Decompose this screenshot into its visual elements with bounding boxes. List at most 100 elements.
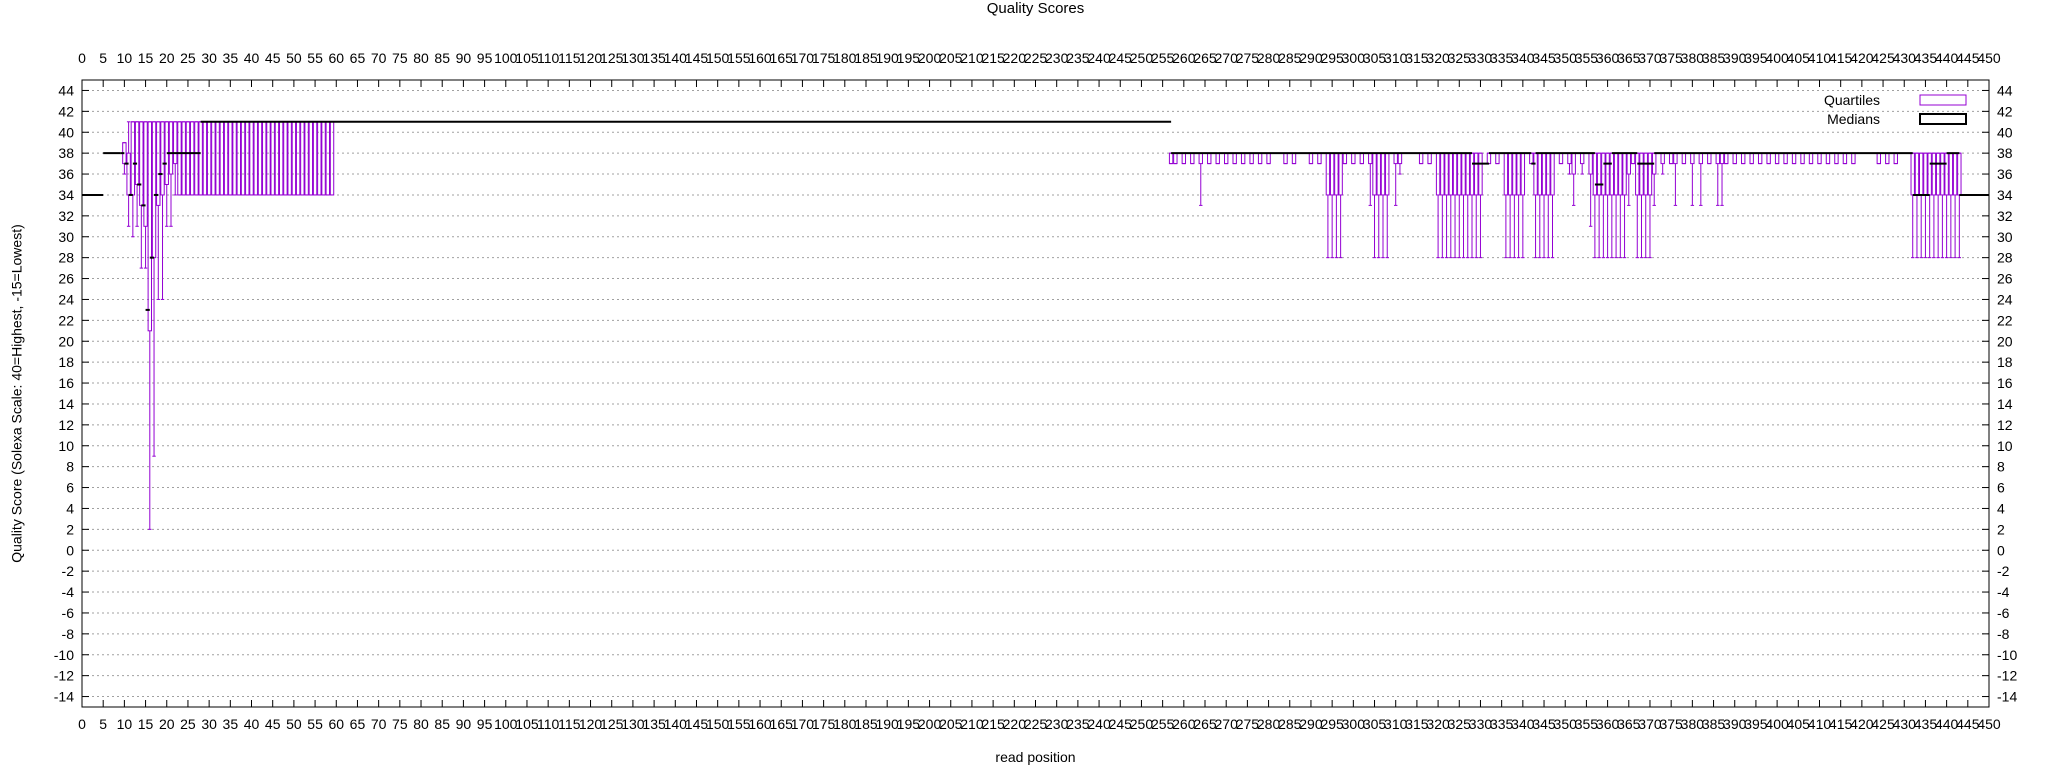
- box-body: [266, 121, 271, 196]
- box-body: [1885, 152, 1890, 165]
- x-tick-label-top: 75: [392, 50, 408, 66]
- quartile-box: [1952, 152, 1958, 259]
- quartile-box: [1609, 152, 1615, 259]
- box-body: [143, 121, 148, 227]
- quartile-box: [1325, 152, 1331, 259]
- quartile-box: [1931, 152, 1937, 259]
- quartile-box: [1474, 152, 1479, 259]
- quartile-box: [325, 121, 330, 196]
- box-body: [1757, 152, 1763, 165]
- quartile-box: [1376, 152, 1381, 259]
- x-tick-label-bottom: 440: [1935, 716, 1959, 732]
- box-body: [321, 121, 326, 196]
- box-body: [1681, 152, 1687, 165]
- quartile-box: [211, 121, 216, 196]
- x-tick-label-top: 445: [1956, 50, 1980, 66]
- x-tick-label-top: 90: [456, 50, 472, 66]
- quartile-box: [1635, 152, 1640, 259]
- y-tick-label-left: 40: [58, 124, 74, 140]
- y-tick-label-right: 32: [1997, 208, 2013, 224]
- x-tick-label-bottom: 370: [1638, 716, 1662, 732]
- x-tick-label-bottom: 10: [117, 716, 133, 732]
- legend-label-medians: Medians: [1827, 111, 1880, 127]
- x-tick-label-bottom: 100: [494, 716, 518, 732]
- quartile-box: [1757, 152, 1763, 165]
- box-body: [287, 121, 292, 196]
- y-tick-label-left: -8: [62, 626, 75, 642]
- x-tick-label-bottom: 35: [223, 716, 239, 732]
- x-tick-label-top: 220: [1003, 50, 1027, 66]
- box-body: [1558, 152, 1564, 165]
- quartile-box: [1647, 152, 1653, 259]
- quartile-box: [1537, 152, 1542, 259]
- x-tick-label-top: 315: [1405, 50, 1429, 66]
- quartile-box: [1461, 152, 1466, 259]
- quartile-box: [1198, 152, 1203, 206]
- x-tick-label-top: 325: [1448, 50, 1472, 66]
- x-tick-label-top: 30: [201, 50, 217, 66]
- box-body: [219, 121, 225, 196]
- x-tick-label-top: 430: [1893, 50, 1917, 66]
- box-body: [240, 121, 246, 196]
- quartile-box: [300, 121, 305, 196]
- x-tick-label-top: 195: [897, 50, 921, 66]
- box-body: [173, 121, 178, 165]
- x-tick-label-bottom: 285: [1278, 716, 1302, 732]
- y-tick-label-right: -8: [1997, 626, 2010, 642]
- box-body: [168, 121, 174, 175]
- quartile-box: [1825, 152, 1831, 165]
- y-tick-label-right: -12: [1997, 668, 2017, 684]
- quartile-box: [1503, 152, 1509, 259]
- quartile-box: [1851, 152, 1856, 165]
- y-tick-label-left: 36: [58, 166, 74, 182]
- x-tick-label-top: 250: [1130, 50, 1154, 66]
- x-tick-label-bottom: 345: [1532, 716, 1556, 732]
- x-tick-label-top: 350: [1554, 50, 1578, 66]
- box-body: [304, 121, 309, 196]
- quartile-box: [1291, 152, 1297, 165]
- box-body: [130, 121, 136, 196]
- x-tick-label-top: 100: [494, 50, 518, 66]
- y-tick-label-right: 34: [1997, 187, 2013, 203]
- y-tick-label-right: 44: [1997, 82, 2013, 98]
- box-body: [1478, 152, 1483, 196]
- quartile-box: [1444, 152, 1449, 259]
- quartile-box: [1957, 152, 1962, 259]
- box-body: [1791, 152, 1797, 165]
- box-body: [1935, 152, 1941, 196]
- quartile-box: [1283, 152, 1288, 165]
- x-tick-label-top: 310: [1384, 50, 1408, 66]
- quartile-box: [1618, 152, 1623, 259]
- x-tick-label-bottom: 60: [328, 716, 344, 732]
- box-body: [1842, 152, 1848, 165]
- y-tick-label-right: 18: [1997, 354, 2013, 370]
- x-tick-label-bottom: 360: [1596, 716, 1620, 732]
- quartile-box: [1486, 152, 1492, 165]
- quartile-box: [1919, 152, 1924, 259]
- y-tick-label-right: 2: [1997, 521, 2005, 537]
- quartile-box: [173, 121, 178, 196]
- box-body: [1317, 152, 1322, 165]
- y-tick-label-left: 0: [66, 542, 74, 558]
- quartile-box: [1749, 152, 1754, 165]
- box-body: [236, 121, 241, 196]
- box-body: [1283, 152, 1288, 165]
- x-tick-label-top: 265: [1193, 50, 1217, 66]
- quartile-box: [177, 121, 182, 196]
- box-body: [1940, 152, 1945, 196]
- quartile-box: [202, 121, 208, 196]
- y-tick-label-right: 40: [1997, 124, 2013, 140]
- x-tick-label-top: 270: [1215, 50, 1239, 66]
- x-tick-label-bottom: 120: [579, 716, 603, 732]
- quartile-box: [1842, 152, 1848, 165]
- median-lines: [82, 120, 1989, 311]
- x-tick-label-top: 145: [685, 50, 709, 66]
- y-tick-label-left: 18: [58, 354, 74, 370]
- x-tick-label-bottom: 190: [875, 716, 899, 732]
- box-body: [1571, 152, 1576, 175]
- box-body: [1774, 152, 1780, 165]
- y-tick-label-left: -2: [62, 563, 75, 579]
- quartile-box: [329, 121, 335, 196]
- quartile-box: [1507, 152, 1513, 259]
- x-tick-label-top: 420: [1850, 50, 1874, 66]
